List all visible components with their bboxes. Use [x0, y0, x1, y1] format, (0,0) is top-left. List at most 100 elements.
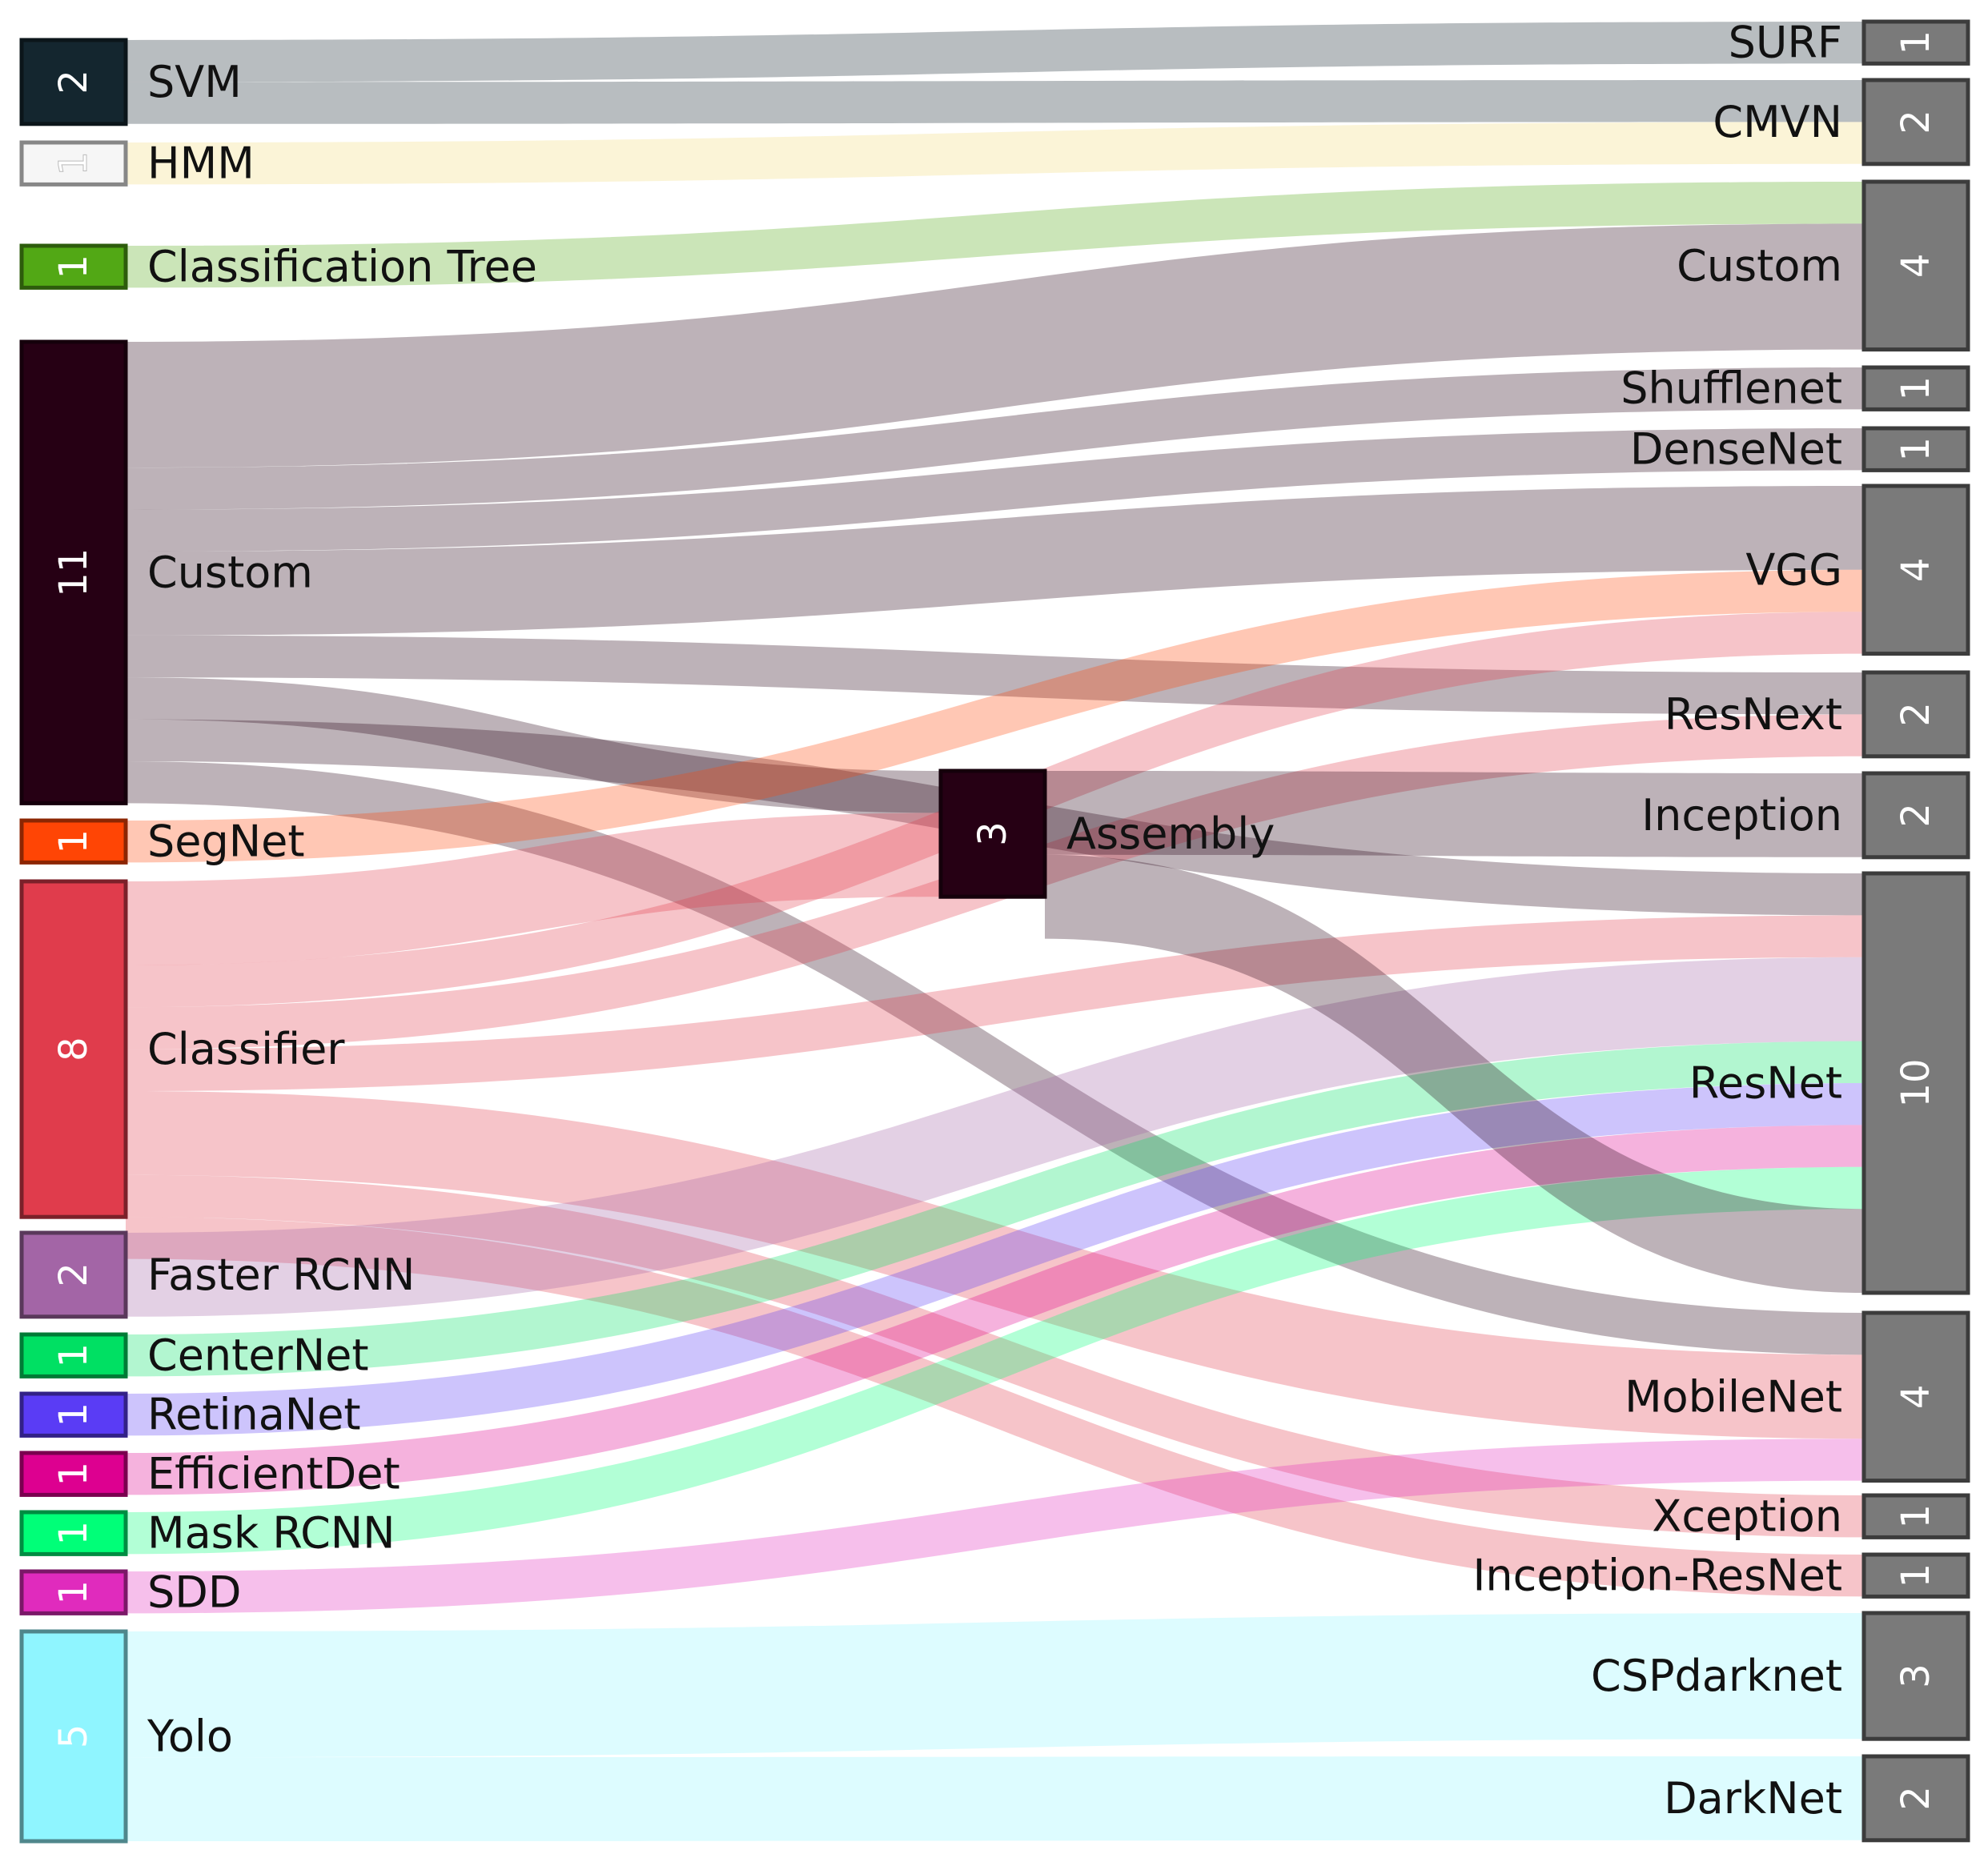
- node-t_resnet: 10 ResNet: [1689, 871, 1970, 1295]
- node-bar-t_shufflenet: [1861, 365, 1970, 411]
- node-s_effdet: 1 EfficientDet: [19, 1449, 400, 1499]
- link-ctree-to-custom: [126, 182, 1864, 288]
- node-bar-s_custom: [19, 339, 128, 805]
- node-count-t_resnext: 2: [1894, 702, 1938, 727]
- node-label-t_vgg: VGG: [1745, 544, 1842, 595]
- node-count-t_darknet: 2: [1894, 1786, 1938, 1811]
- node-label-t_inception: Inception: [1641, 790, 1842, 841]
- node-s_custom: 11 Custom: [19, 339, 313, 805]
- node-count-t_cspdarknet: 3: [1894, 1663, 1938, 1688]
- link-classifier-to-resnet: [126, 915, 1864, 1091]
- node-bar-t_cspdarknet: [1861, 1611, 1970, 1741]
- link-custom-to-mobilenet: [126, 761, 1864, 1355]
- node-bar-s_frcnn: [19, 1230, 128, 1319]
- node-t_custom: 4 Custom: [1677, 179, 1970, 352]
- node-t_vgg: 4 VGG: [1745, 484, 1970, 656]
- node-label-s_segnet: SegNet: [147, 817, 305, 867]
- link-custom-to-resnext: [126, 635, 1864, 715]
- node-count-t_shufflenet: 1: [1894, 376, 1938, 401]
- node-t_resnext: 2 ResNext: [1665, 670, 1970, 759]
- node-bar-m_assembly: [938, 768, 1047, 899]
- node-count-s_frcnn: 2: [51, 1262, 96, 1287]
- node-label-t_incres: Inception-ResNet: [1472, 1551, 1842, 1601]
- node-bar-t_inception: [1861, 771, 1970, 860]
- link-centernet-to-resnet: [126, 1041, 1864, 1377]
- link-assembly-to-inception: [1045, 771, 1864, 857]
- node-bar-s_ctree: [19, 243, 128, 290]
- node-count-t_cmvn: 2: [1894, 110, 1938, 134]
- node-bar-t_xception: [1861, 1493, 1970, 1539]
- node-s_yolo: 5 Yolo: [19, 1629, 233, 1844]
- node-label-s_effdet: EfficientDet: [147, 1449, 400, 1499]
- node-bar-t_incres: [1861, 1552, 1970, 1599]
- link-frcnn-to-resnet: [126, 957, 1864, 1317]
- link-classifier-to-xception: [126, 1174, 1864, 1538]
- link-classifier-to-assembly: [126, 813, 941, 965]
- node-t_darknet: 2 DarkNet: [1664, 1754, 1970, 1843]
- node-s_classifier: 8 Classifier: [19, 879, 345, 1219]
- node-label-s_ctree: Classification Tree: [147, 242, 537, 292]
- node-label-t_mobilenet: MobileNet: [1625, 1371, 1842, 1422]
- node-bar-s_sdd: [19, 1569, 128, 1615]
- node-s_ctree: 1 Classification Tree: [19, 242, 537, 292]
- link-custom-to-assembly: [126, 677, 941, 813]
- node-count-s_sdd: 1: [51, 1580, 96, 1605]
- node-s_mrcnn: 1 Mask RCNN: [19, 1508, 396, 1559]
- node-count-t_mobilenet: 4: [1894, 1385, 1938, 1410]
- node-label-s_yolo: Yolo: [147, 1712, 233, 1762]
- link-segnet-to-vgg: [126, 569, 1864, 863]
- node-label-t_surf: SURF: [1729, 18, 1842, 68]
- node-bar-t_mobilenet: [1861, 1310, 1970, 1483]
- node-s_sdd: 1 SDD: [19, 1567, 241, 1618]
- node-s_frcnn: 2 Faster RCNN: [19, 1230, 415, 1319]
- node-count-s_segnet: 1: [51, 829, 96, 854]
- node-bar-s_centernet: [19, 1332, 128, 1378]
- node-count-t_vgg: 4: [1894, 558, 1938, 583]
- node-s_retinanet: 1 RetinaNet: [19, 1390, 361, 1440]
- node-bar-t_darknet: [1861, 1754, 1970, 1843]
- node-bar-s_svm: [19, 38, 128, 126]
- node-s_hmm: 1 HMM: [19, 138, 255, 189]
- link-svm-to-cmvn: [126, 80, 1864, 124]
- node-count-t_inception: 2: [1894, 803, 1938, 828]
- node-m_assembly: 3 Assembly: [938, 768, 1275, 899]
- link-effdet-to-resnet: [126, 1125, 1864, 1495]
- link-yolo-to-cspdarknet: [126, 1613, 1864, 1758]
- link-custom-to-densenet: [126, 428, 1864, 552]
- node-bar-t_vgg: [1861, 484, 1970, 656]
- node-label-m_assembly: Assembly: [1066, 809, 1275, 859]
- node-count-t_incres: 1: [1894, 1563, 1938, 1588]
- node-label-t_cspdarknet: CSPdarknet: [1591, 1651, 1842, 1701]
- node-t_densenet: 1 DenseNet: [1630, 424, 1970, 475]
- node-t_xception: 1 Xception: [1652, 1491, 1970, 1542]
- link-svm-to-surf: [126, 22, 1864, 82]
- link-custom-to-shufflenet: [126, 367, 1864, 510]
- node-t_mobilenet: 4 MobileNet: [1625, 1310, 1970, 1483]
- link-hmm-to-cmvn: [126, 122, 1864, 185]
- node-s_svm: 2 SVM: [19, 38, 242, 126]
- node-label-t_densenet: DenseNet: [1630, 424, 1842, 475]
- node-count-t_xception: 1: [1894, 1504, 1938, 1529]
- node-count-t_densenet: 1: [1894, 437, 1938, 462]
- link-classifier-to-mobilenet: [126, 1091, 1864, 1439]
- node-t_cspdarknet: 3 CSPdarknet: [1591, 1611, 1970, 1741]
- node-count-t_custom: 4: [1894, 254, 1938, 279]
- node-bar-s_classifier: [19, 879, 128, 1219]
- node-count-s_classifier: 8: [51, 1037, 96, 1061]
- node-count-t_surf: 1: [1894, 30, 1938, 55]
- node-label-t_shufflenet: Shufflenet: [1621, 363, 1842, 414]
- node-label-s_frcnn: Faster RCNN: [147, 1250, 415, 1300]
- node-bar-s_yolo: [19, 1629, 128, 1844]
- link-retinanet-to-resnet: [126, 1083, 1864, 1436]
- node-s_centernet: 1 CenterNet: [19, 1330, 369, 1381]
- link-yolo-to-darknet: [126, 1756, 1864, 1841]
- node-bar-s_hmm: [19, 140, 128, 187]
- link-classifier-to-incres: [126, 1217, 1864, 1597]
- node-bar-s_mrcnn: [19, 1510, 128, 1556]
- node-bar-t_resnet: [1861, 871, 1970, 1295]
- node-label-s_sdd: SDD: [147, 1567, 241, 1618]
- node-t_incres: 1 Inception-ResNet: [1472, 1551, 1970, 1601]
- node-label-t_xception: Xception: [1652, 1491, 1842, 1542]
